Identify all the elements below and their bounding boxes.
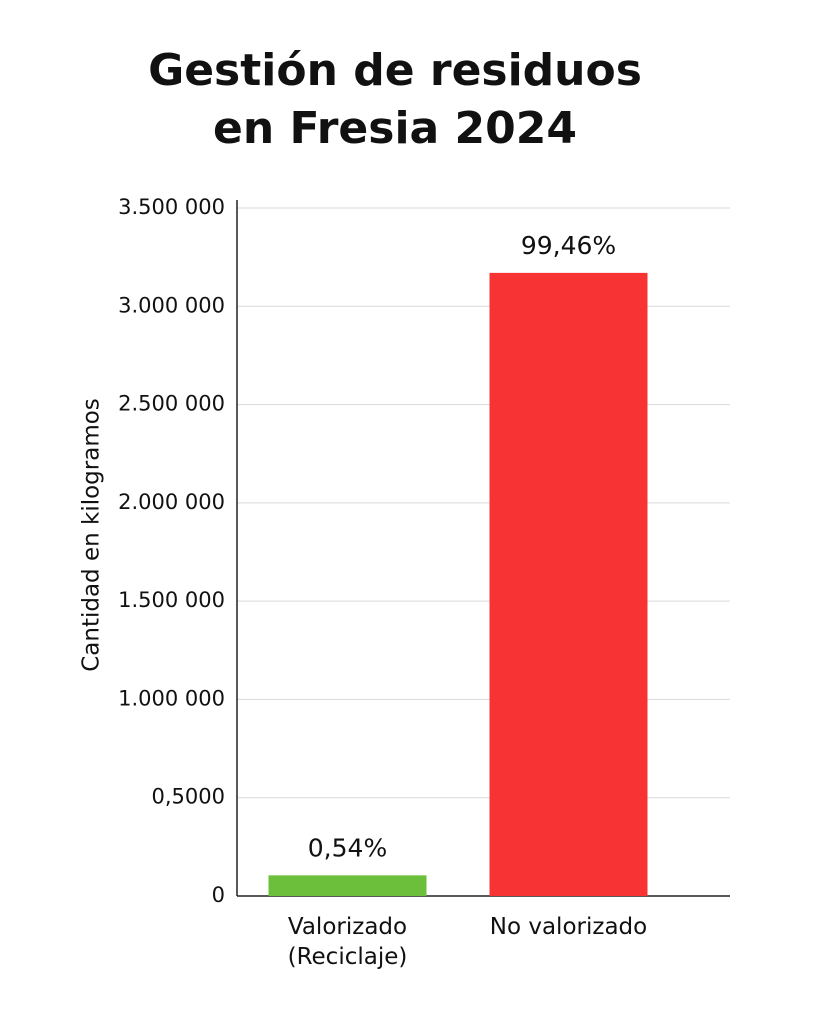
- value-label: 0,54%: [308, 833, 387, 862]
- chart-title: Gestión de residuos en Fresia 2024: [148, 45, 642, 154]
- y-tick-label: 2.000 000: [118, 490, 225, 514]
- x-tick-label: No valorizado: [489, 914, 648, 940]
- y-tick-label: 3.500 000: [118, 195, 225, 219]
- bar: [489, 272, 648, 897]
- y-tick-label: 0,5000: [152, 785, 225, 809]
- y-tick-label: 3.000 000: [118, 293, 225, 317]
- y-tick-label: 2.500 000: [118, 392, 225, 416]
- y-tick-label: 0: [212, 883, 225, 907]
- value-label: 99,46%: [521, 231, 616, 260]
- bar: [268, 875, 427, 896]
- y-tick-label: 1.500 000: [118, 588, 225, 612]
- y-tick-label: 1.000 000: [118, 686, 225, 710]
- x-tick-label: Valorizado (Reciclaje): [287, 914, 408, 970]
- y-axis-label: Cantidad en kilogramos: [79, 398, 105, 672]
